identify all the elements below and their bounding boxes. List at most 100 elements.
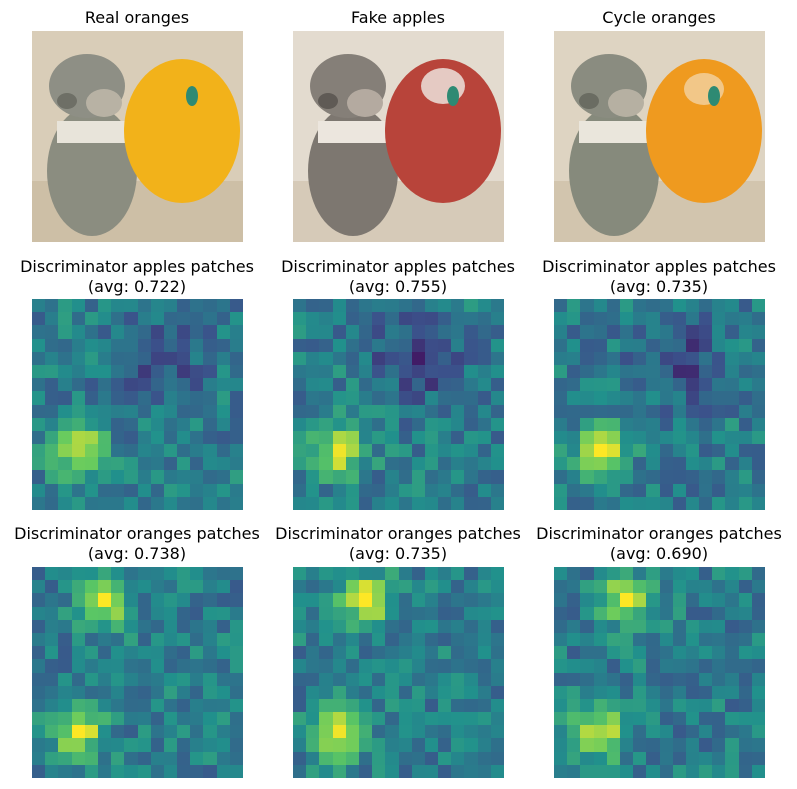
heatmap-cell	[71, 312, 85, 326]
heatmap-cell	[385, 672, 399, 686]
heatmap-cell	[619, 606, 634, 620]
heatmap-cell	[725, 712, 739, 726]
heatmap-cell	[464, 417, 478, 431]
heatmap-cell	[111, 567, 125, 581]
heatmap-cell	[751, 351, 765, 365]
heatmap-cell	[332, 351, 346, 365]
heatmap-cell	[372, 606, 386, 620]
heatmap-cell	[58, 312, 72, 326]
heatmap-cell	[58, 593, 72, 607]
heatmap-cell	[58, 698, 72, 713]
heatmap-cell	[150, 325, 164, 339]
heatmap-cell	[45, 725, 59, 739]
heatmap-cell	[619, 338, 634, 352]
heatmap-cell	[345, 751, 359, 765]
heatmap-cell	[163, 698, 178, 713]
heatmap-cell	[646, 404, 660, 418]
heatmap-cell	[84, 338, 98, 352]
heatmap-cell	[203, 738, 217, 752]
heatmap-cell	[111, 738, 125, 752]
heatmap-oranges-3	[554, 567, 765, 778]
heatmap-cell	[554, 606, 568, 620]
heatmap-cell	[659, 483, 673, 497]
heatmap-cell	[111, 751, 125, 765]
heatmap-cell	[177, 338, 191, 352]
heatmap-cell	[699, 338, 713, 352]
heatmap-cell	[451, 685, 465, 699]
heatmap-cell	[738, 404, 752, 418]
heatmap-cell	[216, 496, 230, 510]
heatmap-cell	[345, 483, 359, 497]
heatmap-cell	[150, 483, 164, 497]
heatmap-cell	[699, 725, 713, 739]
heatmap-cell	[345, 430, 359, 445]
heatmap-cell	[137, 580, 151, 594]
heatmap-cell	[137, 751, 151, 765]
heatmap-cell	[190, 483, 204, 497]
heatmap-cell	[332, 698, 346, 713]
heatmap-cell	[738, 483, 752, 497]
heatmap-cell	[372, 725, 386, 739]
heatmap-cell	[385, 751, 399, 765]
heatmap-cell	[137, 646, 151, 660]
heatmap-cell	[438, 312, 452, 326]
heatmap-cell	[163, 470, 178, 484]
heatmap-cell	[163, 672, 178, 686]
heatmap-cell	[177, 738, 191, 752]
heatmap-cell	[672, 738, 686, 752]
heatmap-cell	[358, 325, 373, 339]
heatmap-cell	[319, 646, 333, 660]
heatmap-cell	[685, 351, 700, 365]
heatmap-cell	[712, 593, 726, 607]
heatmap-cell	[58, 685, 72, 699]
heatmap-cell	[177, 698, 191, 713]
heatmap-cell	[424, 430, 439, 445]
heatmap-cell	[58, 430, 72, 445]
heatmap-cell	[84, 391, 98, 405]
heatmap-cell	[58, 619, 72, 633]
heatmap-cell	[229, 470, 243, 484]
heatmap-cell	[190, 632, 204, 647]
heatmap-cell	[358, 299, 373, 313]
heatmap-cell	[593, 444, 607, 458]
heatmap-cell	[619, 567, 634, 581]
heatmap-cell	[490, 751, 504, 765]
heatmap-cell	[685, 751, 700, 765]
heatmap-cell	[293, 417, 307, 431]
heatmap-cell	[738, 764, 752, 778]
heatmap-cell	[163, 593, 178, 607]
heatmap-cell	[332, 312, 346, 326]
heatmap-cell	[606, 417, 620, 431]
heatmap-cell	[97, 632, 112, 647]
heatmap-cell	[71, 593, 85, 607]
heatmap-cell	[659, 751, 673, 765]
heatmap-cell	[464, 698, 478, 713]
heatmap-cell	[216, 378, 230, 392]
heatmap-cell	[567, 606, 581, 620]
heatmap-cell	[345, 378, 359, 392]
heatmap-cell	[124, 593, 138, 607]
heatmap-cell	[358, 606, 373, 620]
heatmap-cell	[477, 751, 491, 765]
heatmap-cell	[699, 378, 713, 392]
heatmap-cell	[451, 659, 465, 673]
heatmap-cell	[699, 430, 713, 445]
heatmap-cell	[372, 764, 386, 778]
heatmap-cell	[45, 764, 59, 778]
heatmap-cell	[319, 483, 333, 497]
heatmap-cell	[554, 444, 568, 458]
heatmap-cell	[137, 619, 151, 633]
heatmap-cell	[411, 457, 425, 471]
heatmap-cell	[554, 364, 568, 379]
heatmap-cell	[490, 496, 504, 510]
heatmap-cell	[150, 470, 164, 484]
heatmap-cell	[229, 698, 243, 713]
heatmap-cell	[751, 738, 765, 752]
heatmap-cell	[606, 364, 620, 379]
heatmap-cell	[451, 483, 465, 497]
heatmap-cell	[751, 312, 765, 326]
heatmap-cell	[293, 470, 307, 484]
heatmap-cell	[332, 593, 346, 607]
heatmap-cell	[58, 659, 72, 673]
heatmap-cell	[111, 457, 125, 471]
